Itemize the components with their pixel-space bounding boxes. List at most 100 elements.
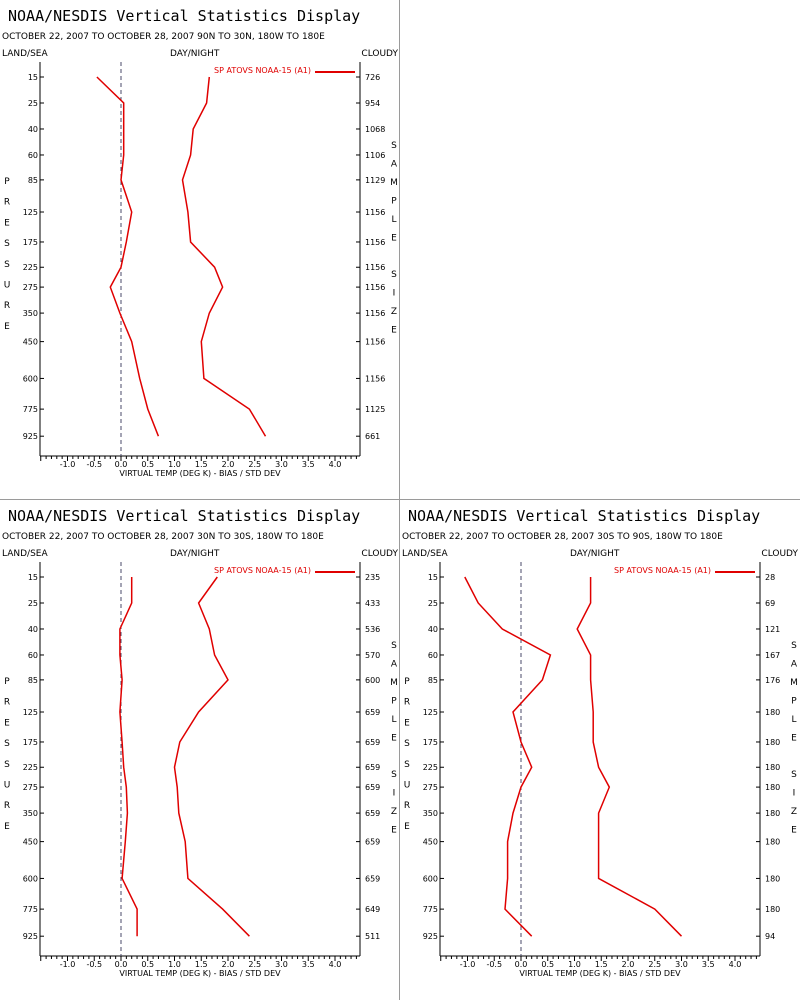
sample-size-label: 176 [765, 676, 780, 685]
pressure-level-label: 275 [23, 283, 38, 292]
pressure-axis-letter: E [4, 322, 10, 332]
chart-title: NOAA/NESDIS Vertical Statistics Display [408, 507, 760, 525]
sample-size-label: 121 [765, 625, 780, 634]
chart-south: NOAA/NESDIS Vertical Statistics Display O… [402, 507, 798, 978]
sample-size-axis-letter: E [391, 234, 397, 244]
sample-size-axis-letter: S [391, 141, 397, 151]
header-day-night: DAY/NIGHT [170, 49, 220, 59]
pressure-level-label: 85 [28, 176, 38, 185]
bias-line [464, 576, 552, 937]
pressure-level-label: 350 [423, 809, 438, 818]
x-tick-label: -1.0 [60, 460, 76, 469]
sample-size-label: 600 [365, 676, 380, 685]
x-tick-label: 2.5 [248, 460, 261, 469]
header-cloudy: CLOUDY [361, 549, 398, 559]
legend-label: SP ATOVS NOAA-15 (A1) [614, 566, 711, 575]
panel-south: NOAA/NESDIS Vertical Statistics Display O… [400, 500, 800, 1000]
legend-label: SP ATOVS NOAA-15 (A1) [214, 566, 311, 575]
pressure-level-label: 225 [23, 263, 38, 272]
sample-size-axis-letter: E [391, 734, 397, 744]
x-tick-label: 0.5 [541, 960, 554, 969]
pressure-level-label: 15 [28, 73, 38, 82]
header-cloudy: CLOUDY [361, 49, 398, 59]
pressure-level-label: 15 [428, 573, 438, 582]
sample-size-axis-letter: L [391, 715, 396, 725]
x-tick-label: 3.0 [275, 460, 288, 469]
sample-size-axis-letter: L [791, 715, 796, 725]
x-tick-label: 1.0 [168, 960, 181, 969]
pressure-level-label: 925 [23, 932, 38, 941]
sample-size-label: 1068 [365, 125, 385, 134]
sample-size-axis-letter: A [791, 660, 798, 670]
x-tick-label: 0.0 [515, 960, 528, 969]
x-tick-label: -0.5 [86, 460, 102, 469]
chart-subtitle: OCTOBER 22, 2007 TO OCTOBER 28, 2007 30S… [402, 532, 723, 542]
sample-size-label: 180 [765, 783, 780, 792]
x-tick-label: 0.0 [115, 460, 128, 469]
pressure-axis-letter: E [4, 822, 10, 832]
sample-size-axis-letter: S [391, 641, 397, 651]
pressure-level-label: 125 [423, 708, 438, 717]
pressure-axis-letter: S [4, 739, 10, 749]
sample-size-label: 659 [365, 874, 380, 883]
pressure-axis-letter: U [404, 781, 411, 791]
sample-size-label: 433 [365, 599, 380, 608]
sample-size-axis-letter: S [791, 641, 797, 651]
x-tick-label: 3.5 [302, 960, 315, 969]
sample-size-label: 954 [365, 99, 380, 108]
x-tick-label: 1.5 [195, 460, 208, 469]
pressure-axis-letter: S [4, 239, 10, 249]
panel-north: NOAA/NESDIS Vertical Statistics Display O… [0, 0, 400, 500]
chart-subtitle: OCTOBER 22, 2007 TO OCTOBER 28, 2007 30N… [2, 532, 324, 542]
pressure-level-label: 925 [423, 932, 438, 941]
header-land-sea: LAND/SEA [2, 49, 48, 59]
x-tick-label: 2.0 [222, 460, 235, 469]
pressure-level-label: 25 [28, 99, 38, 108]
pressure-axis-letter: R [404, 801, 410, 811]
x-tick-label: 3.5 [302, 460, 315, 469]
pressure-axis-letter: R [4, 301, 10, 311]
panel-tropics: NOAA/NESDIS Vertical Statistics Display O… [0, 500, 400, 1000]
pressure-level-label: 60 [28, 151, 38, 160]
header-day-night: DAY/NIGHT [570, 549, 620, 559]
x-tick-label: -1.0 [60, 960, 76, 969]
pressure-level-label: 125 [23, 208, 38, 217]
pressure-level-label: 60 [428, 651, 438, 660]
x-tick-label: 3.0 [275, 960, 288, 969]
x-tick-label: 2.0 [222, 960, 235, 969]
pressure-level-label: 450 [23, 338, 38, 347]
pressure-level-label: 450 [423, 838, 438, 847]
sample-size-label: 661 [365, 432, 380, 441]
sample-size-label: 180 [765, 809, 780, 818]
sample-size-label: 649 [365, 905, 380, 914]
x-tick-label: 2.0 [622, 960, 635, 969]
pressure-level-label: 600 [423, 874, 438, 883]
pressure-level-label: 600 [23, 374, 38, 383]
sample-size-label: 1156 [365, 263, 385, 272]
chart-tropics: NOAA/NESDIS Vertical Statistics Display O… [2, 507, 398, 978]
bias-line [96, 76, 160, 437]
sample-size-axis-letter: M [790, 678, 798, 688]
sample-size-label: 659 [365, 809, 380, 818]
pressure-level-label: 275 [423, 783, 438, 792]
sample-size-label: 69 [765, 599, 775, 608]
x-tick-label: 1.5 [595, 960, 608, 969]
pressure-axis-letter: P [4, 677, 10, 687]
x-tick-label: 2.5 [648, 960, 661, 969]
x-tick-label: 0.5 [141, 960, 154, 969]
pressure-level-label: 775 [423, 905, 438, 914]
sample-size-label: 1156 [365, 374, 385, 383]
x-axis-label: VIRTUAL TEMP (DEG K) - BIAS / STD DEV [119, 469, 281, 478]
sample-size-axis-letter: A [391, 660, 398, 670]
x-tick-label: 4.0 [329, 460, 342, 469]
sample-size-axis-letter: E [791, 734, 797, 744]
sample-size-label: 1156 [365, 208, 385, 217]
pressure-axis-letter: S [4, 260, 10, 270]
header-cloudy: CLOUDY [761, 549, 798, 559]
sample-size-label: 180 [765, 838, 780, 847]
x-tick-label: 4.0 [729, 960, 742, 969]
sample-size-label: 1156 [365, 283, 385, 292]
pressure-level-label: 275 [23, 783, 38, 792]
chart-title: NOAA/NESDIS Vertical Statistics Display [8, 507, 360, 525]
panel-divider-vertical [399, 0, 400, 1000]
